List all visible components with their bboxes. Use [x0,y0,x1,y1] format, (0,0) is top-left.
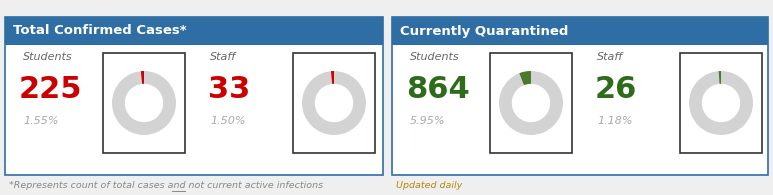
Text: 864: 864 [406,74,470,104]
Text: Updated daily: Updated daily [396,182,462,191]
Text: 5.95%: 5.95% [410,116,445,126]
Text: 225: 225 [19,74,83,104]
Wedge shape [689,71,753,135]
Text: Students: Students [410,52,460,62]
FancyBboxPatch shape [680,53,762,153]
FancyBboxPatch shape [5,17,383,175]
Text: 1.50%: 1.50% [210,116,246,126]
Text: Staff: Staff [597,52,623,62]
Text: 26: 26 [595,74,638,104]
Text: Students: Students [23,52,73,62]
FancyBboxPatch shape [293,53,375,153]
Wedge shape [141,71,144,84]
Text: 1.18%: 1.18% [597,116,632,126]
Text: Total Confirmed Cases*: Total Confirmed Cases* [13,25,186,37]
FancyBboxPatch shape [392,17,768,175]
FancyBboxPatch shape [392,17,768,45]
Text: 1.55%: 1.55% [23,116,59,126]
Text: *Represents count of total cases and not current active infections: *Represents count of total cases and not… [9,182,323,191]
Wedge shape [719,71,721,84]
FancyBboxPatch shape [5,17,383,45]
Text: Staff: Staff [210,52,236,62]
FancyBboxPatch shape [103,53,185,153]
Wedge shape [519,71,531,85]
Text: Currently Quarantined: Currently Quarantined [400,25,568,37]
Wedge shape [499,71,563,135]
Wedge shape [112,71,176,135]
Wedge shape [302,71,366,135]
Wedge shape [331,71,334,84]
FancyBboxPatch shape [490,53,572,153]
Text: 33: 33 [208,74,250,104]
